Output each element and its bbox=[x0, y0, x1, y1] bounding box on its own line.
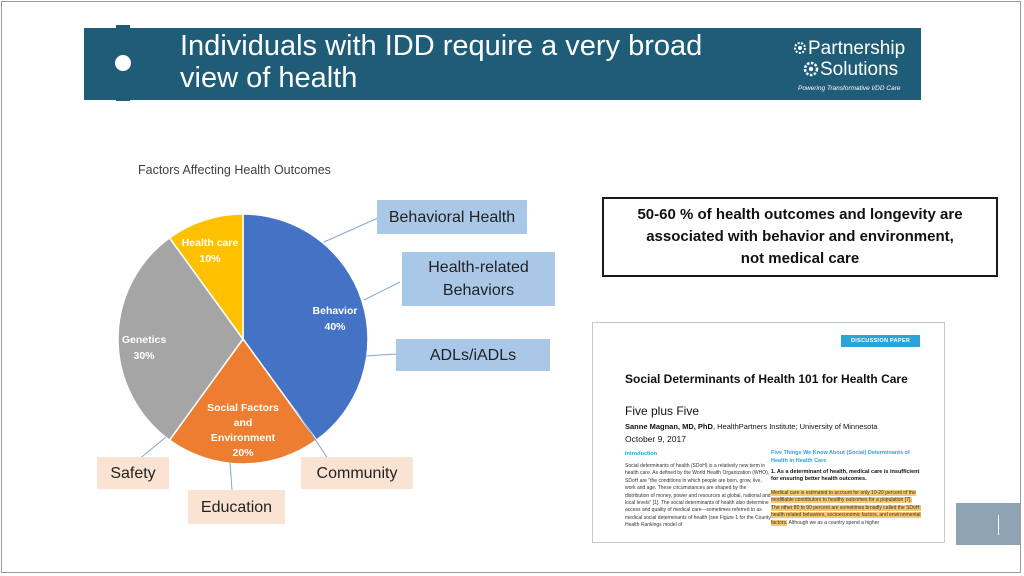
connector-lines bbox=[137, 217, 401, 491]
key-message-line-1: 50-60 % of health outcomes and longevity… bbox=[637, 206, 963, 223]
slice-label-genetics: Genetics bbox=[122, 334, 167, 346]
gear-icon bbox=[85, 25, 161, 101]
pie-slices bbox=[117, 213, 369, 465]
slice-pct-genetics: 30% bbox=[133, 350, 155, 362]
paper-intro-heading: Introduction bbox=[625, 451, 658, 457]
paper-date: October 9, 2017 bbox=[625, 434, 686, 444]
slice-label-behavior: Behavior bbox=[313, 305, 358, 317]
title-line-1: Individuals with IDD require a very broa… bbox=[180, 30, 703, 62]
key-message-line-2: associated with behavior and environment… bbox=[646, 228, 954, 245]
logo-gear-icon-2 bbox=[803, 61, 819, 77]
slice-pct-social: 20% bbox=[232, 447, 254, 459]
connector-behavioral-health bbox=[323, 217, 379, 243]
paper-intro-text: Social determinants of health (SDoH) is … bbox=[625, 463, 771, 529]
slice-label-healthcare: Health care bbox=[182, 237, 239, 249]
pie-slice-behavior bbox=[242, 213, 369, 442]
callout-adls: ADLs/iADLs bbox=[396, 339, 550, 371]
pie-slice-social-factors-and-environment bbox=[168, 337, 318, 465]
callout-education: Education bbox=[188, 490, 285, 524]
slice-label-social-3: Environment bbox=[211, 432, 276, 444]
paper-title: Social Determinants of Health 101 for He… bbox=[625, 372, 908, 386]
key-message-box: 50-60 % of health outcomes and longevity… bbox=[602, 197, 998, 277]
page-title: Individuals with IDD require a very broa… bbox=[180, 30, 780, 94]
discussion-paper-image: DISCUSSION PAPER Social Determinants of … bbox=[592, 322, 945, 543]
title-banner bbox=[84, 28, 921, 100]
paper-col2-after: Although we as a country spend a higher bbox=[787, 519, 880, 526]
connector-health-related bbox=[363, 281, 401, 301]
paper-subtitle: Five plus Five bbox=[625, 404, 700, 418]
connector-community bbox=[295, 409, 331, 463]
partnership-solutions-logo: Partnership Solutions Powering Transform… bbox=[790, 34, 915, 96]
callout-health-related-behaviors: Health-related Behaviors bbox=[402, 252, 555, 306]
logo-line-2: Solutions bbox=[820, 59, 899, 80]
callout-health-related-line-2: Behaviors bbox=[442, 282, 515, 299]
paper-col2-text: Medical care is estimated to account for… bbox=[771, 490, 921, 527]
pie-slice-health-care bbox=[168, 213, 244, 342]
callout-health-related-line-1: Health-related bbox=[428, 259, 529, 276]
slice-label-social-1: Social Factors bbox=[207, 402, 279, 414]
paper-author-name: Sanne Magnan, MD, PhD bbox=[625, 422, 713, 431]
slice-label-social-2: and bbox=[234, 417, 253, 429]
paper-author: Sanne Magnan, MD, PhD, HealthPartners In… bbox=[625, 422, 878, 431]
logo-line-1: Partnership bbox=[808, 38, 906, 59]
pie-slice-genetics bbox=[117, 236, 244, 442]
slice-pct-behavior: 40% bbox=[324, 321, 346, 333]
chart-title: Factors Affecting Health Outcomes bbox=[138, 163, 331, 177]
logo-gear-icon bbox=[794, 42, 806, 54]
slide-corner-tab bbox=[956, 503, 1020, 545]
connector-education bbox=[229, 461, 233, 491]
connector-safety bbox=[137, 436, 167, 461]
key-message-line-3: not medical care bbox=[740, 250, 860, 267]
paper-author-affiliation: , HealthPartners Institute; University o… bbox=[712, 422, 878, 431]
callout-behavioral-health: Behavioral Health bbox=[377, 200, 527, 234]
paper-badge: DISCUSSION PAPER bbox=[841, 335, 921, 347]
logo-tagline: Powering Transformative I/DD Care bbox=[798, 85, 901, 92]
callout-safety: Safety bbox=[97, 457, 169, 489]
paper-col2-point: 1. As a determinant of health, medical c… bbox=[771, 469, 920, 483]
paper-col2-heading: Five Things We Know About (Social) Deter… bbox=[771, 450, 910, 464]
connector-adls bbox=[365, 353, 397, 357]
callout-community: Community bbox=[301, 457, 413, 489]
slice-pct-healthcare: 10% bbox=[199, 253, 221, 265]
corner-divider bbox=[998, 515, 999, 535]
title-line-2: view of health bbox=[180, 62, 358, 94]
